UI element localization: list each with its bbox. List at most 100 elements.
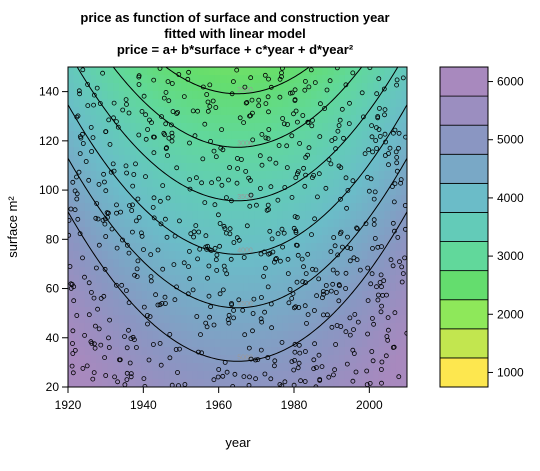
heatmap-cell xyxy=(203,235,210,244)
data-point xyxy=(265,136,271,142)
heatmap-cell xyxy=(305,379,312,387)
heatmap-cell xyxy=(214,331,222,340)
data-point xyxy=(287,287,293,292)
data-point xyxy=(287,90,293,96)
heatmap-cell xyxy=(124,299,131,308)
heatmap-cell xyxy=(373,347,380,356)
heatmap-cell xyxy=(141,203,148,212)
data-point xyxy=(300,113,306,118)
heatmap-cell xyxy=(169,355,176,364)
heatmap-cell xyxy=(158,339,165,348)
heatmap-cell xyxy=(339,267,346,276)
heatmap-cell xyxy=(248,163,256,172)
heatmap-cell xyxy=(158,291,165,300)
data-point xyxy=(282,379,288,385)
heatmap-cell xyxy=(327,139,335,148)
heatmap-cell xyxy=(305,283,312,292)
data-point xyxy=(144,313,150,318)
heatmap-cell xyxy=(107,179,114,188)
data-point xyxy=(148,274,154,280)
heatmap-cell xyxy=(271,219,278,228)
heatmap-cell xyxy=(344,131,352,140)
heatmap-cell xyxy=(84,107,92,116)
heatmap-cell xyxy=(186,227,193,236)
heatmap-cell xyxy=(339,67,346,76)
data-point xyxy=(352,311,358,317)
heatmap-cell xyxy=(197,219,205,228)
heatmap-cell xyxy=(164,259,171,268)
data-point xyxy=(301,165,307,171)
heatmap-cell xyxy=(305,355,312,364)
data-point xyxy=(396,374,402,380)
heatmap-cell xyxy=(327,259,335,268)
data-point xyxy=(219,182,225,188)
heatmap-cell xyxy=(169,99,176,108)
heatmap-cell xyxy=(90,307,97,316)
heatmap-cell xyxy=(299,275,306,284)
heatmap-cell xyxy=(316,227,323,236)
heatmap-cell xyxy=(350,99,357,108)
heatmap-cell xyxy=(339,379,346,387)
heatmap-cell xyxy=(175,171,182,180)
heatmap-cell xyxy=(277,267,284,276)
heatmap-cell xyxy=(294,355,301,364)
heatmap-cell xyxy=(282,155,289,164)
heatmap-cell xyxy=(367,307,374,316)
heatmap-cell xyxy=(186,195,193,204)
heatmap-cell xyxy=(294,139,301,148)
data-point xyxy=(168,122,174,128)
heatmap-cell xyxy=(130,283,137,292)
heatmap-cell xyxy=(135,235,143,244)
heatmap-cell xyxy=(147,347,154,356)
data-point xyxy=(187,276,193,282)
data-point xyxy=(289,194,295,200)
contour-label: 4000 xyxy=(237,247,253,254)
heatmap-cell xyxy=(68,307,75,316)
heatmap-cell xyxy=(141,315,148,324)
heatmap-cell xyxy=(90,155,97,164)
heatmap-cell xyxy=(118,139,126,148)
heatmap-cell xyxy=(169,307,176,316)
data-point xyxy=(241,255,247,260)
heatmap-cell xyxy=(169,315,176,324)
y-tick-label: 120 xyxy=(39,134,59,148)
heatmap-cell xyxy=(243,339,250,348)
data-point xyxy=(112,374,117,380)
heatmap-cell xyxy=(248,115,256,124)
heatmap-cell xyxy=(390,115,397,124)
heatmap-cell xyxy=(130,323,137,332)
heatmap-cell xyxy=(147,99,154,108)
data-point xyxy=(309,232,314,238)
heatmap-cell xyxy=(164,219,171,228)
heatmap-cell xyxy=(118,227,126,236)
heatmap-cell xyxy=(96,291,103,300)
heatmap-cell xyxy=(203,83,210,92)
heatmap-cell xyxy=(79,307,86,316)
data-point xyxy=(236,237,242,243)
data-point xyxy=(270,249,276,255)
heatmap-cell xyxy=(401,243,407,252)
heatmap-cell xyxy=(322,195,329,204)
heatmap-cell xyxy=(141,67,148,76)
heatmap-cell xyxy=(231,163,239,172)
heatmap-cell xyxy=(316,347,323,356)
heatmap-cell xyxy=(265,171,272,180)
heatmap-cell xyxy=(299,131,306,140)
heatmap-cell xyxy=(175,67,182,76)
heatmap-cell xyxy=(192,379,199,387)
heatmap-cell xyxy=(254,131,261,140)
heatmap-cell xyxy=(322,163,329,172)
data-point xyxy=(347,100,352,106)
data-point xyxy=(136,82,142,87)
heatmap-cell xyxy=(164,275,171,284)
heatmap-cell xyxy=(68,139,75,148)
heatmap-cell xyxy=(90,371,97,380)
heatmap-cell xyxy=(322,227,329,236)
heatmap-cell xyxy=(367,91,374,100)
data-point xyxy=(289,359,295,365)
heatmap-cell xyxy=(84,363,92,372)
heatmap-cell xyxy=(209,75,216,84)
heatmap-cell xyxy=(73,339,80,348)
heatmap-cell xyxy=(158,203,165,212)
heatmap-cell xyxy=(197,139,205,148)
